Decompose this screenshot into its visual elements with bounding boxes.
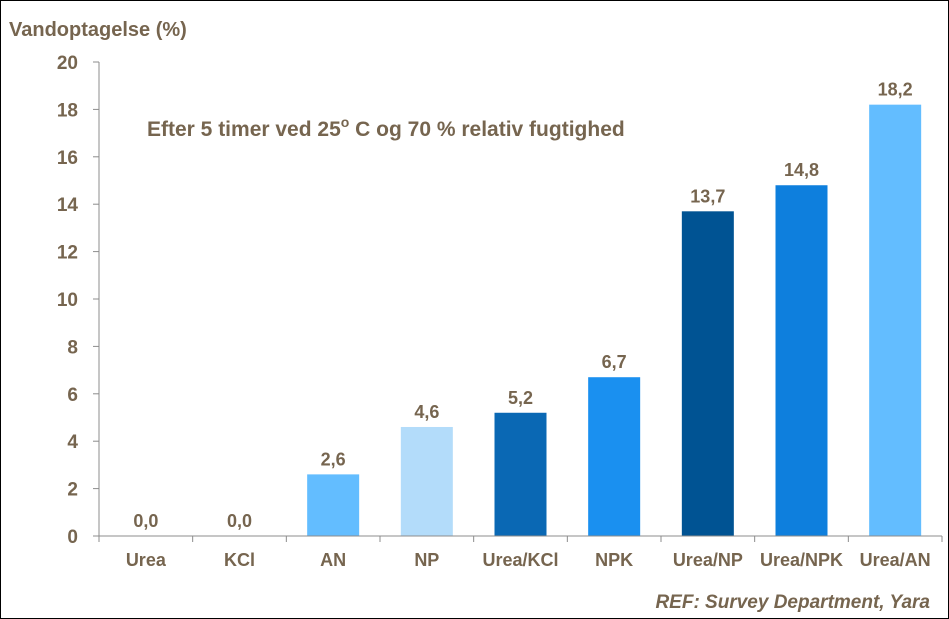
data-labels: 0,0 0,0 2,6 4,6 5,2 6,7 13,7 14,8 18,2 bbox=[133, 80, 912, 531]
y-tick-label: 20 bbox=[57, 53, 78, 74]
data-label: 2,6 bbox=[321, 449, 346, 469]
bar bbox=[775, 185, 828, 537]
x-tick-label: KCl bbox=[224, 550, 255, 570]
x-tick-label: Urea/NP bbox=[673, 550, 743, 570]
y-tick-label: 10 bbox=[57, 290, 78, 311]
x-tick-label: Urea/AN bbox=[860, 550, 931, 570]
data-label: 13,7 bbox=[690, 186, 725, 206]
bar bbox=[681, 211, 734, 536]
bar bbox=[869, 104, 922, 536]
chart-annotation: Efter 5 timer ved 25o C og 70 % relativ … bbox=[147, 114, 625, 141]
y-tick-label: 18 bbox=[57, 100, 78, 121]
y-tick-label: 4 bbox=[67, 432, 78, 453]
x-tick-label: Urea bbox=[126, 550, 167, 570]
bar bbox=[494, 412, 547, 536]
x-axis: Urea KCl AN NP Urea/KCl NPK Urea/NP Urea/NPK Ure… bbox=[98, 535, 943, 570]
data-label: 14,8 bbox=[784, 160, 819, 180]
bar bbox=[400, 426, 453, 536]
bar bbox=[588, 377, 641, 536]
y-tick-label: 12 bbox=[57, 243, 78, 264]
reference-note: REF: Survey Department, Yara bbox=[655, 592, 930, 613]
bar-series bbox=[307, 104, 922, 537]
data-label: 5,2 bbox=[508, 388, 533, 408]
y-axis: 0 2 4 6 8 10 12 14 16 18 20 bbox=[57, 53, 100, 548]
x-tick-label: Urea/NPK bbox=[760, 550, 843, 570]
data-label: 0,0 bbox=[133, 511, 158, 531]
y-tick-label: 2 bbox=[67, 480, 78, 501]
y-tick-label: 8 bbox=[67, 337, 78, 358]
x-tick-label: NPK bbox=[595, 550, 633, 570]
y-tick-label: 6 bbox=[67, 385, 78, 406]
y-tick-label: 16 bbox=[57, 148, 78, 169]
data-label: 4,6 bbox=[414, 402, 439, 422]
x-tick-label: AN bbox=[320, 550, 346, 570]
y-tick-label: 14 bbox=[57, 195, 79, 216]
x-tick-label: NP bbox=[414, 550, 439, 570]
y-axis-title: Vandoptagelse (%) bbox=[9, 19, 187, 41]
y-tick-label: 0 bbox=[67, 527, 78, 548]
data-label: 0,0 bbox=[227, 511, 252, 531]
x-tick-label: Urea/KCl bbox=[482, 550, 558, 570]
data-label: 6,7 bbox=[602, 352, 627, 372]
bar bbox=[307, 474, 360, 536]
data-label: 18,2 bbox=[878, 80, 913, 100]
